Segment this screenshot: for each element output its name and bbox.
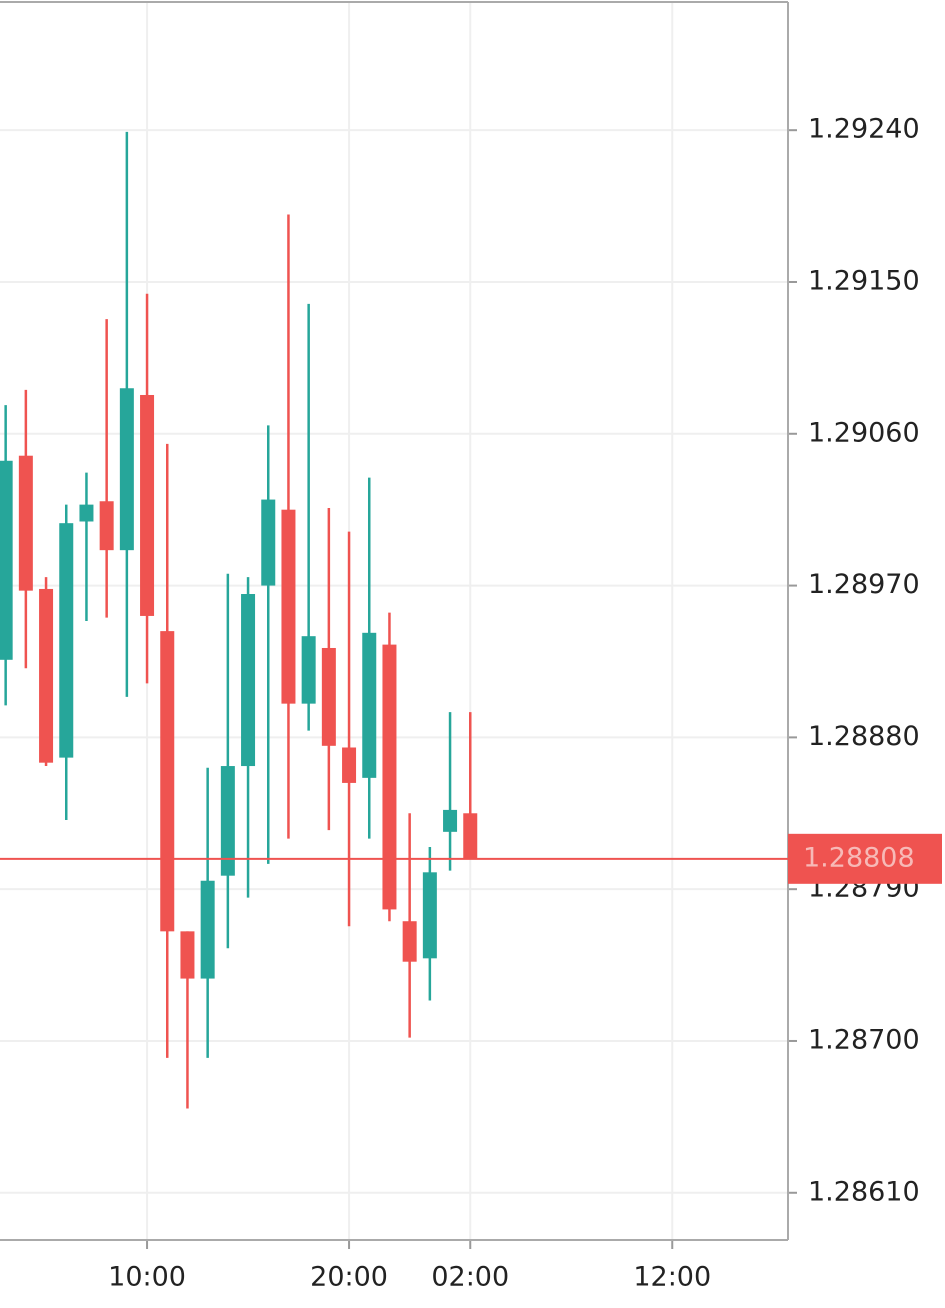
- candle-body: [382, 644, 397, 910]
- candle-body: [99, 501, 114, 551]
- candle-body: [241, 594, 256, 767]
- candle-body: [281, 509, 296, 704]
- candle-body: [402, 921, 417, 962]
- candle-body: [362, 632, 377, 778]
- x-tick-label: 02:00: [431, 1262, 509, 1293]
- candle-body: [422, 872, 437, 959]
- y-tick-label: 1.29150: [808, 265, 920, 296]
- candle-body: [59, 523, 74, 758]
- candle-body: [220, 766, 235, 876]
- candle-body: [200, 880, 215, 979]
- candle-body: [443, 809, 458, 832]
- y-tick-label: 1.29240: [808, 114, 920, 145]
- candle-body: [140, 394, 155, 616]
- candle-body: [0, 460, 13, 660]
- x-tick-label: 12:00: [633, 1262, 711, 1293]
- candle-body: [301, 636, 316, 704]
- candle-body: [342, 747, 357, 783]
- price-label: 1.28808: [803, 842, 915, 873]
- candle-body: [180, 931, 195, 979]
- y-tick-label: 1.28970: [808, 569, 920, 600]
- y-tick-label: 1.28700: [808, 1024, 920, 1055]
- price-label-box: [788, 833, 942, 884]
- candle-body: [79, 504, 94, 522]
- candle-body: [18, 455, 33, 591]
- y-tick-label: 1.29060: [808, 417, 920, 448]
- x-tick-label: 20:00: [310, 1262, 388, 1293]
- x-tick-label: 10:00: [108, 1262, 186, 1293]
- candle-body: [119, 388, 134, 551]
- candle-body: [463, 813, 478, 859]
- y-tick-label: 1.28610: [808, 1176, 920, 1207]
- candle-body: [261, 499, 276, 586]
- candle-body: [39, 588, 54, 763]
- candle-body: [160, 631, 175, 932]
- candle-body: [321, 647, 336, 746]
- y-tick-label: 1.28880: [808, 721, 920, 752]
